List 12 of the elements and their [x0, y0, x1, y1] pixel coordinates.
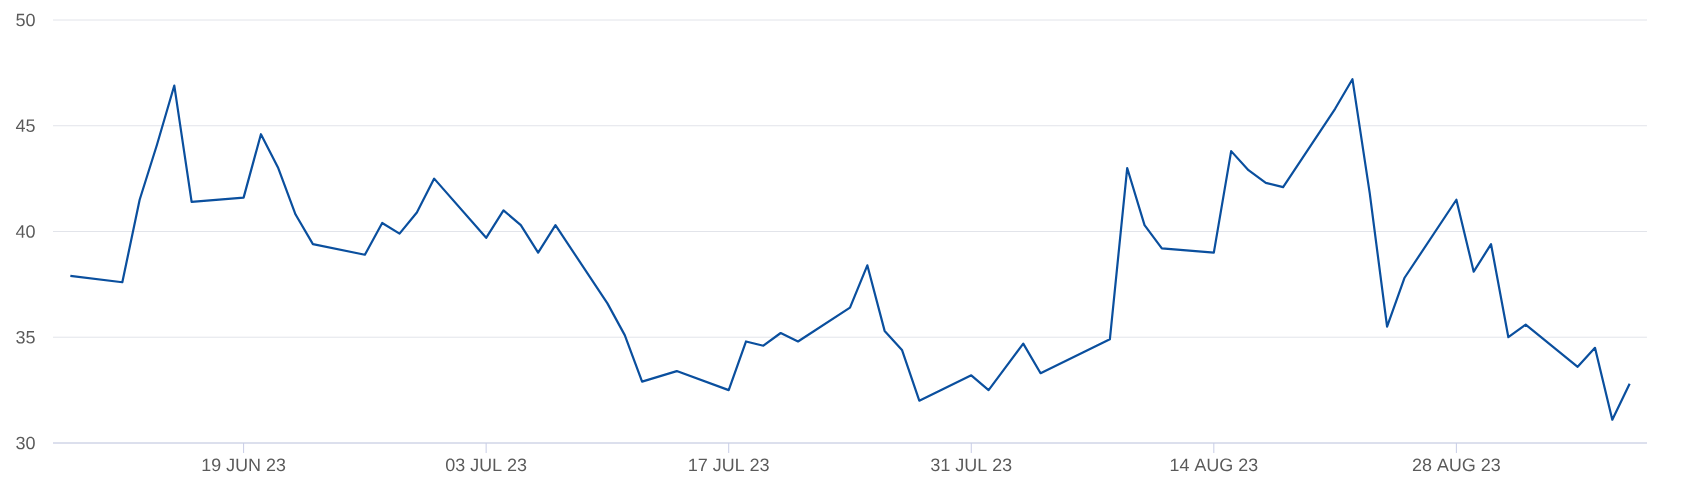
- x-tick-label: 03 JUL 23: [445, 458, 527, 472]
- x-tick-label: 19 JUN 23: [202, 458, 286, 472]
- line-series: [69, 78, 1631, 421]
- x-tick-label: 17 JUL 23: [689, 458, 769, 472]
- x-tick-label: 31 JUL 23: [931, 458, 1012, 472]
- y-tick-label: 35: [16, 330, 35, 344]
- x-tick-label: 14 AUG 23: [1170, 458, 1258, 472]
- y-tick-label: 45: [15, 119, 35, 132]
- y-tick-label: 50: [16, 13, 35, 27]
- y-tick-label: 30: [16, 436, 35, 450]
- x-tick-label: 28 AUG 23: [1412, 458, 1500, 472]
- y-tick-label: 40: [15, 225, 35, 238]
